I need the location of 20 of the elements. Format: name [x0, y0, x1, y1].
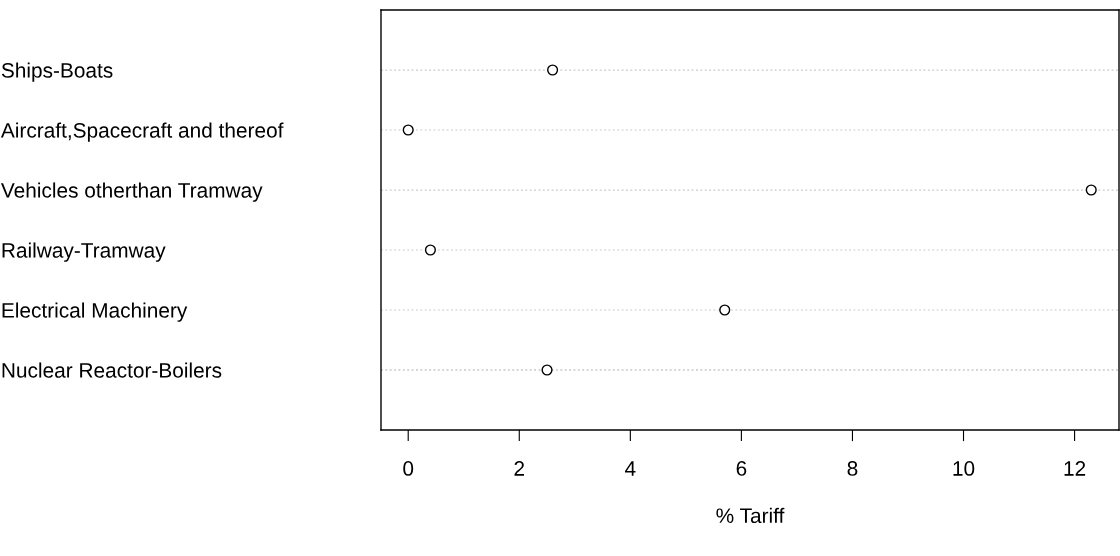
y-tick-label: Aircraft,Spacecraft and thereof [0, 122, 284, 142]
point [547, 64, 559, 76]
point [1085, 184, 1097, 196]
x-axis-title: % Tariff [716, 507, 785, 524]
x-tick-label: 0 [403, 461, 414, 476]
x-tick-label: 10 [953, 461, 975, 476]
y-tick-label: Electrical Machinery [2, 302, 188, 322]
y-tick-label: Railway-Tramway [2, 242, 166, 262]
point [402, 124, 414, 136]
y-tick-label: Nuclear Reactor-Boilers [2, 362, 222, 378]
point [424, 244, 436, 256]
point [541, 364, 553, 376]
x-tick-label: 2 [514, 461, 525, 476]
x-tick-label: 12 [1064, 461, 1086, 476]
x-tick-label: 4 [625, 461, 636, 476]
y-tick-label: Vehicles otherthan Tramway [0, 182, 263, 202]
x-tick-label: 8 [847, 461, 858, 476]
y-tick-label: Ships-Boats [1, 62, 113, 82]
point [719, 304, 731, 316]
x-tick-label: 6 [736, 461, 747, 476]
